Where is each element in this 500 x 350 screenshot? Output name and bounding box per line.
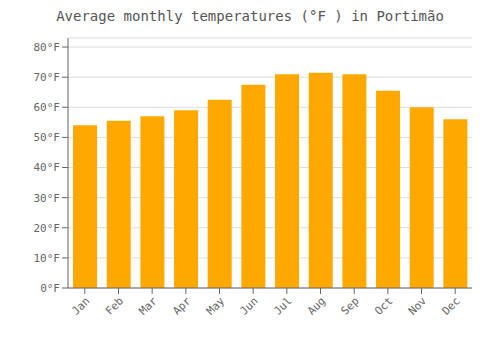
svg-text:May: May (204, 294, 228, 318)
svg-text:Oct: Oct (372, 294, 395, 317)
svg-text:Jan: Jan (69, 294, 92, 317)
svg-text:0°F: 0°F (40, 282, 60, 295)
svg-text:Jul: Jul (271, 294, 294, 317)
svg-text:60°F: 60°F (34, 101, 61, 114)
svg-text:40°F: 40°F (34, 161, 61, 174)
svg-text:Jun: Jun (238, 294, 261, 317)
svg-text:Sep: Sep (339, 294, 362, 317)
svg-text:50°F: 50°F (34, 131, 61, 144)
svg-text:Apr: Apr (170, 294, 194, 318)
svg-text:Aug: Aug (305, 294, 328, 317)
svg-text:Mar: Mar (137, 294, 161, 318)
svg-text:10°F: 10°F (34, 252, 61, 265)
svg-text:30°F: 30°F (34, 192, 61, 205)
html-text:Average monthly temperatures (: Average monthly temperatures (°F ) in Po… (56, 8, 444, 24)
svg-text:80°F: 80°F (34, 41, 61, 54)
svg-text:Nov: Nov (406, 294, 430, 318)
svg-text:Feb: Feb (103, 294, 126, 317)
svg-text:20°F: 20°F (34, 222, 61, 235)
svg-text:70°F: 70°F (34, 71, 61, 84)
svg-text:Dec: Dec (440, 294, 463, 317)
